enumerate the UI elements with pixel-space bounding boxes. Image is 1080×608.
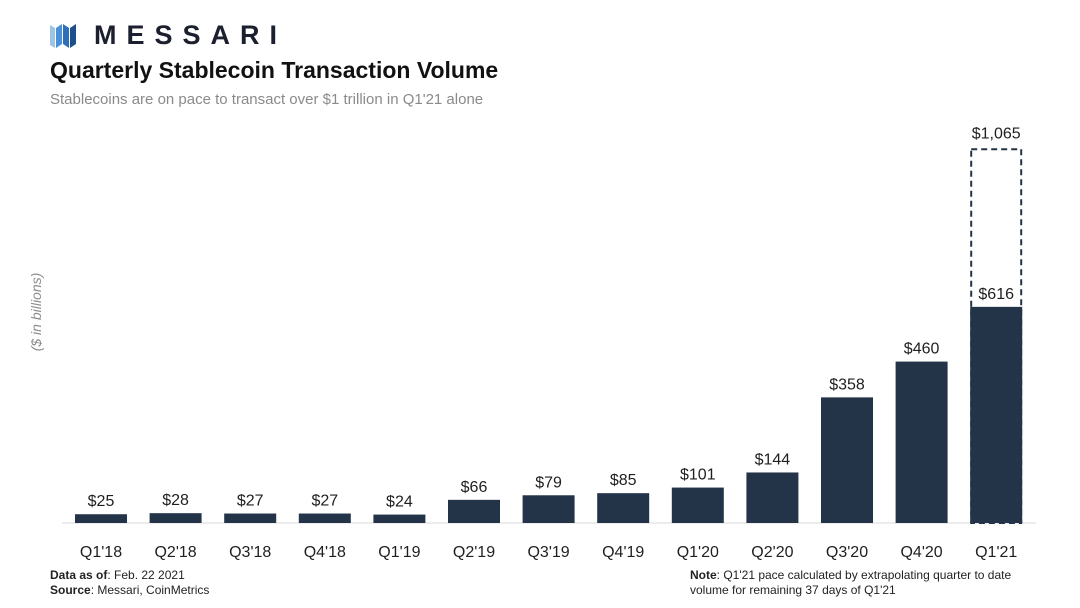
bar <box>597 493 650 523</box>
bar <box>298 513 351 523</box>
data-label: $66 <box>461 479 488 496</box>
chart-title: Quarterly Stablecoin Transaction Volume <box>50 57 499 83</box>
x-tick-label: Q3'20 <box>826 544 868 561</box>
bar <box>746 472 799 523</box>
x-tick-label: Q2'20 <box>751 544 793 561</box>
bar <box>970 306 1023 523</box>
x-tick-label: Q4'18 <box>304 544 346 561</box>
x-tick-label: Q1'20 <box>677 544 719 561</box>
data-label: $101 <box>680 467 716 484</box>
bar <box>224 513 277 523</box>
bar <box>373 514 426 523</box>
x-tick-label: Q2'19 <box>453 544 495 561</box>
data-label: $24 <box>386 494 413 511</box>
source: Source: Messari, CoinMetrics <box>50 583 210 597</box>
bar <box>671 487 724 523</box>
data-label: $358 <box>829 376 865 393</box>
data-label: $27 <box>311 493 338 510</box>
x-tick-label: Q1'19 <box>378 544 420 561</box>
bar <box>448 499 500 523</box>
bar <box>895 361 948 523</box>
x-tick-label: Q2'18 <box>154 544 196 561</box>
data-label: $144 <box>755 451 791 468</box>
bar <box>522 495 575 523</box>
x-tick-label: Q3'19 <box>527 544 569 561</box>
bar <box>821 397 873 523</box>
projection-label: $1,065 <box>972 125 1021 142</box>
data-label: $28 <box>162 492 189 509</box>
data-as-of: Data as of: Feb. 22 2021 <box>50 568 185 582</box>
x-tick-label: Q3'18 <box>229 544 271 561</box>
bar <box>75 514 127 523</box>
data-label: $79 <box>535 474 562 491</box>
chart-subtitle: Stablecoins are on pace to transact over… <box>50 91 484 108</box>
x-tick-label: Q4'19 <box>602 544 644 561</box>
messari-logo: MESSARI <box>50 18 287 52</box>
footnote: Note: Q1'21 pace calculated by extrapola… <box>690 568 1012 597</box>
data-label: $25 <box>88 493 115 510</box>
x-tick-label: Q4'20 <box>900 544 942 561</box>
bar <box>149 513 202 523</box>
data-label: $85 <box>610 472 637 489</box>
x-tick-label: Q1'21 <box>975 544 1017 561</box>
messari-logo-icon <box>50 24 76 48</box>
data-label: $460 <box>904 341 940 358</box>
x-tick-label: Q1'18 <box>80 544 122 561</box>
footer-left: Data as of: Feb. 22 2021 Source: Messari… <box>50 568 209 598</box>
data-label: $27 <box>237 493 264 510</box>
data-label: $616 <box>978 286 1014 303</box>
bar-chart: $1,065 $25 Q1'18 $28 Q2'18 $27 Q3'18 $27 Q4'18 $2… <box>62 125 1036 561</box>
brand-name: MESSARI <box>94 19 288 50</box>
